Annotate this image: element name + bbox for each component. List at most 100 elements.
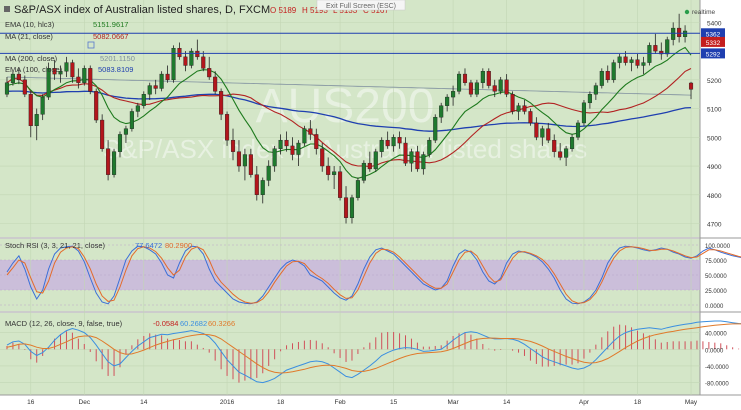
stoch-d-line <box>6 246 741 304</box>
candle-body <box>314 134 319 149</box>
candle <box>236 140 242 172</box>
candle <box>272 145 277 172</box>
macd-title: MACD (12, 26, close, 9, false, true) <box>5 319 123 328</box>
candle <box>147 82 152 100</box>
indicator-legend: EMA (10, hlc3) 5151.9617 MA (21, close) … <box>5 20 135 74</box>
time-tick-label: Dec <box>79 399 91 406</box>
candle <box>653 33 658 54</box>
macd-macd-line <box>6 320 741 384</box>
realtime-indicator[interactable]: realtime <box>684 9 716 16</box>
price-label-text: 5332 <box>706 40 721 47</box>
legend-ma21-label: MA (21, close) <box>5 32 53 41</box>
candle-body <box>117 134 123 152</box>
candle-body <box>391 137 396 147</box>
candle-body <box>52 68 57 75</box>
candle-body <box>564 148 569 158</box>
candle-body <box>575 122 581 138</box>
candle <box>498 76 503 95</box>
candle <box>326 157 331 181</box>
realtime-dot-icon <box>684 9 690 15</box>
candle <box>445 94 450 112</box>
candle <box>332 166 337 190</box>
candle-body <box>558 151 563 158</box>
candle <box>540 125 545 146</box>
candle <box>10 71 15 86</box>
price-tick-label: 5400 <box>707 20 722 27</box>
candle-body <box>266 165 271 181</box>
macd-legend[interactable]: MACD (12, 26, close, 9, false, true) -0.… <box>5 319 235 328</box>
candle <box>52 59 57 80</box>
candle-body <box>403 142 408 164</box>
candle-body <box>129 111 134 129</box>
candle <box>635 53 640 69</box>
price-tick-label: 4900 <box>707 164 722 171</box>
stoch-k-value: 77.6472 <box>135 241 162 250</box>
time-tick-label: Feb <box>334 399 346 406</box>
collapse-icon[interactable] <box>4 6 10 12</box>
candle <box>373 148 378 172</box>
candle-body <box>427 139 432 155</box>
candle-body <box>534 122 539 138</box>
candle <box>492 79 497 98</box>
candle <box>88 65 93 95</box>
legend-ma21[interactable]: MA (21, close) 5082.0667 <box>5 32 128 49</box>
candle <box>385 131 390 149</box>
candle-body <box>546 128 551 141</box>
candle-body <box>462 73 468 83</box>
ma21-line <box>6 68 692 168</box>
legend-ema10-value: 5151.9617 <box>93 20 128 29</box>
candle-body <box>439 105 444 118</box>
y-axis-bg <box>700 0 741 395</box>
candle-body <box>123 128 128 135</box>
macd-signal-line <box>6 323 741 374</box>
candle <box>480 68 485 89</box>
time-tick-label: Mar <box>447 399 459 406</box>
candle <box>593 82 598 100</box>
candle <box>581 99 587 126</box>
legend-ma200[interactable]: MA (200, close) 5201.1150 <box>5 54 135 63</box>
candle-body <box>141 94 146 106</box>
horizontal-lines[interactable] <box>0 32 700 54</box>
candle-body <box>70 62 75 78</box>
candle <box>219 88 224 121</box>
candle <box>58 65 63 83</box>
candle <box>456 71 462 95</box>
candle-body <box>201 56 206 69</box>
stoch-legend[interactable]: Stoch RSI (3, 3, 21, 21, close) 77.6472 … <box>5 241 192 250</box>
settings-icon[interactable] <box>87 41 95 49</box>
candle <box>617 53 622 69</box>
candle <box>201 51 206 72</box>
candle-body <box>338 171 343 198</box>
candle <box>474 79 479 98</box>
stoch-k-line <box>6 245 741 305</box>
exit-full-screen-button[interactable]: Exit Full Screen (ESC) <box>316 0 406 11</box>
candle-body <box>106 148 111 175</box>
candle-body <box>147 85 152 95</box>
candle-body <box>64 62 69 72</box>
candle-body <box>159 73 164 89</box>
candle-body <box>445 96 450 106</box>
candle-body <box>177 48 182 58</box>
candle <box>629 56 634 72</box>
candle <box>314 128 319 155</box>
candle-body <box>296 142 301 155</box>
candle <box>248 148 253 178</box>
candle <box>671 22 676 46</box>
candle-body <box>617 56 622 63</box>
candle <box>421 151 426 175</box>
legend-ema10[interactable]: EMA (10, hlc3) 5151.9617 <box>5 20 128 29</box>
candle-body <box>587 94 592 104</box>
candle-body <box>88 68 93 92</box>
candle <box>546 122 551 144</box>
legend-ema100[interactable]: EMA (100, close) 5083.8109 <box>5 65 133 74</box>
candle <box>683 25 688 43</box>
candle <box>177 42 182 60</box>
candle-body <box>641 62 646 66</box>
ohlc-high: H 5193 <box>302 6 328 15</box>
candle-body <box>219 91 224 115</box>
candle <box>117 131 123 158</box>
legend-ma200-label: MA (200, close) <box>5 54 58 63</box>
candle-body <box>677 27 682 37</box>
candle-body <box>58 71 63 75</box>
